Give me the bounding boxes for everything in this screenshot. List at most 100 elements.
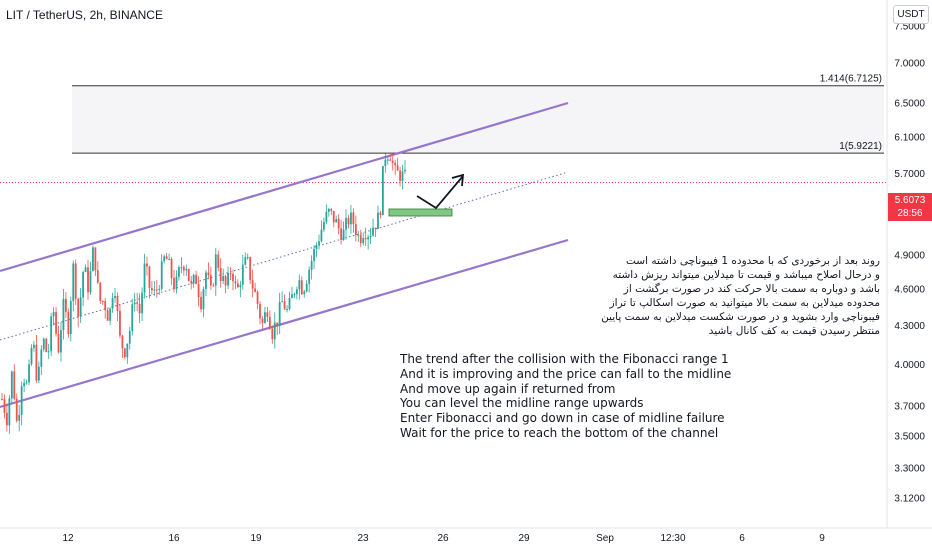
annotation-line: باشد و دوباره به سمت بالا حرکت کند در صو… <box>623 283 880 295</box>
candle-body <box>99 282 102 302</box>
candle-body <box>224 276 227 286</box>
candle-body <box>89 271 92 293</box>
candle-body <box>35 344 38 381</box>
candle-body <box>374 227 377 229</box>
candle-body <box>264 312 266 323</box>
fibonacci-levels: 1.414(6.7125) 1(5.9221) <box>0 74 887 184</box>
candle-body <box>20 386 23 415</box>
channel-midline <box>0 172 566 341</box>
candle-body <box>104 301 107 311</box>
candle-body <box>141 292 143 314</box>
annotation-line: محدوده میدلاین به سمت بالا میتوانید به ص… <box>609 297 880 309</box>
candle-body <box>123 348 126 358</box>
candle-body <box>67 311 70 335</box>
candle-body <box>293 294 296 296</box>
candle-body <box>295 289 298 295</box>
candle-body <box>303 291 306 295</box>
fib-level-label: 1.414(6.7125) <box>820 74 882 85</box>
candle-body <box>404 169 406 172</box>
candle-body <box>389 159 392 161</box>
time-tick-label: Sep <box>596 533 614 544</box>
candle-body <box>286 309 288 311</box>
candle-body <box>175 276 178 290</box>
candle-body <box>116 295 119 311</box>
annotation-line: و درحال اصلاح میباشد و قیمت تا میدلاین م… <box>612 269 880 281</box>
candle-body <box>57 333 60 353</box>
annotation-line: فیبوناچی وارد بشوید و در صورت شکست میدلا… <box>601 311 880 323</box>
candle-body <box>163 256 166 262</box>
candle-body <box>350 212 352 225</box>
candle-body <box>143 263 146 293</box>
candle-body <box>30 347 33 365</box>
candle-body <box>94 247 97 271</box>
price-tick-label: 7.5000 <box>894 22 925 33</box>
candle-body <box>15 398 18 421</box>
candle-body <box>362 238 365 244</box>
candle-body <box>335 219 338 223</box>
price-axis[interactable]: 7.50007.00006.50006.10005.70005.30004.90… <box>886 0 925 528</box>
candle-body <box>340 228 343 240</box>
last-price-value: 5.6073 <box>894 195 926 206</box>
candle-body <box>62 298 65 331</box>
candle-body <box>251 280 254 289</box>
candle-body <box>266 312 269 318</box>
time-tick-label: 9 <box>819 533 825 544</box>
candle-body <box>337 219 340 229</box>
candle-body <box>136 302 139 304</box>
time-axis[interactable]: 12 16 19 23 26 29 Sep 12:30 6 9 <box>0 527 932 544</box>
candle-body <box>146 263 148 267</box>
time-tick-label: 6 <box>739 533 745 544</box>
candle-body <box>354 224 357 236</box>
candlesticks <box>1 153 406 434</box>
candle-body <box>241 264 244 285</box>
candle-body <box>246 257 249 259</box>
symbol-title: LIT / TetherUS, 2h, BINANCE <box>6 8 163 22</box>
candle-body <box>106 310 109 321</box>
candle-body <box>369 235 372 238</box>
currency-button[interactable]: USDT <box>893 5 929 24</box>
arrow-head-icon <box>451 173 465 187</box>
candle-body <box>364 238 367 240</box>
annotation-line: منتظر رسیدن قیمت به کف کانال باشید <box>708 325 880 337</box>
price-tick-label: 4.0000 <box>894 360 925 371</box>
channel-bottom-line <box>0 238 569 409</box>
candle-body <box>261 318 264 323</box>
candle-body <box>23 382 26 387</box>
candle-body <box>28 364 30 383</box>
candle-body <box>87 267 89 293</box>
time-tick-label: 23 <box>357 533 369 544</box>
candle-body <box>190 280 193 284</box>
candle-body <box>55 311 57 334</box>
candle-body <box>381 166 384 216</box>
candle-body <box>214 254 217 286</box>
persian-annotation: روند بعد از برخوردی که با محدوده 1 فیبون… <box>598 254 880 338</box>
candle-body <box>101 301 104 303</box>
candle-body <box>8 398 11 426</box>
time-tick-label: 26 <box>437 533 449 544</box>
candle-body <box>77 298 80 317</box>
candle-body <box>155 289 158 291</box>
candle-body <box>222 276 225 282</box>
candle-body <box>249 257 252 281</box>
candle-body <box>45 338 48 353</box>
time-tick-label: 19 <box>250 533 262 544</box>
candle-body <box>25 382 28 384</box>
candle-body <box>320 229 323 242</box>
projection-arrow <box>416 175 464 210</box>
candle-body <box>121 335 124 349</box>
candle-body <box>391 160 394 163</box>
candle-body <box>379 212 382 216</box>
candle-body <box>197 283 200 297</box>
candle-body <box>342 229 345 240</box>
time-tick-label: 16 <box>168 533 180 544</box>
candle-body <box>386 159 389 161</box>
candle-body <box>178 267 180 277</box>
candle-body <box>347 217 350 225</box>
candle-body <box>150 287 153 291</box>
drawings <box>388 173 465 217</box>
candle-body <box>187 268 190 281</box>
candle-body <box>217 254 220 268</box>
candle-body <box>1 399 3 401</box>
candle-body <box>128 330 131 344</box>
